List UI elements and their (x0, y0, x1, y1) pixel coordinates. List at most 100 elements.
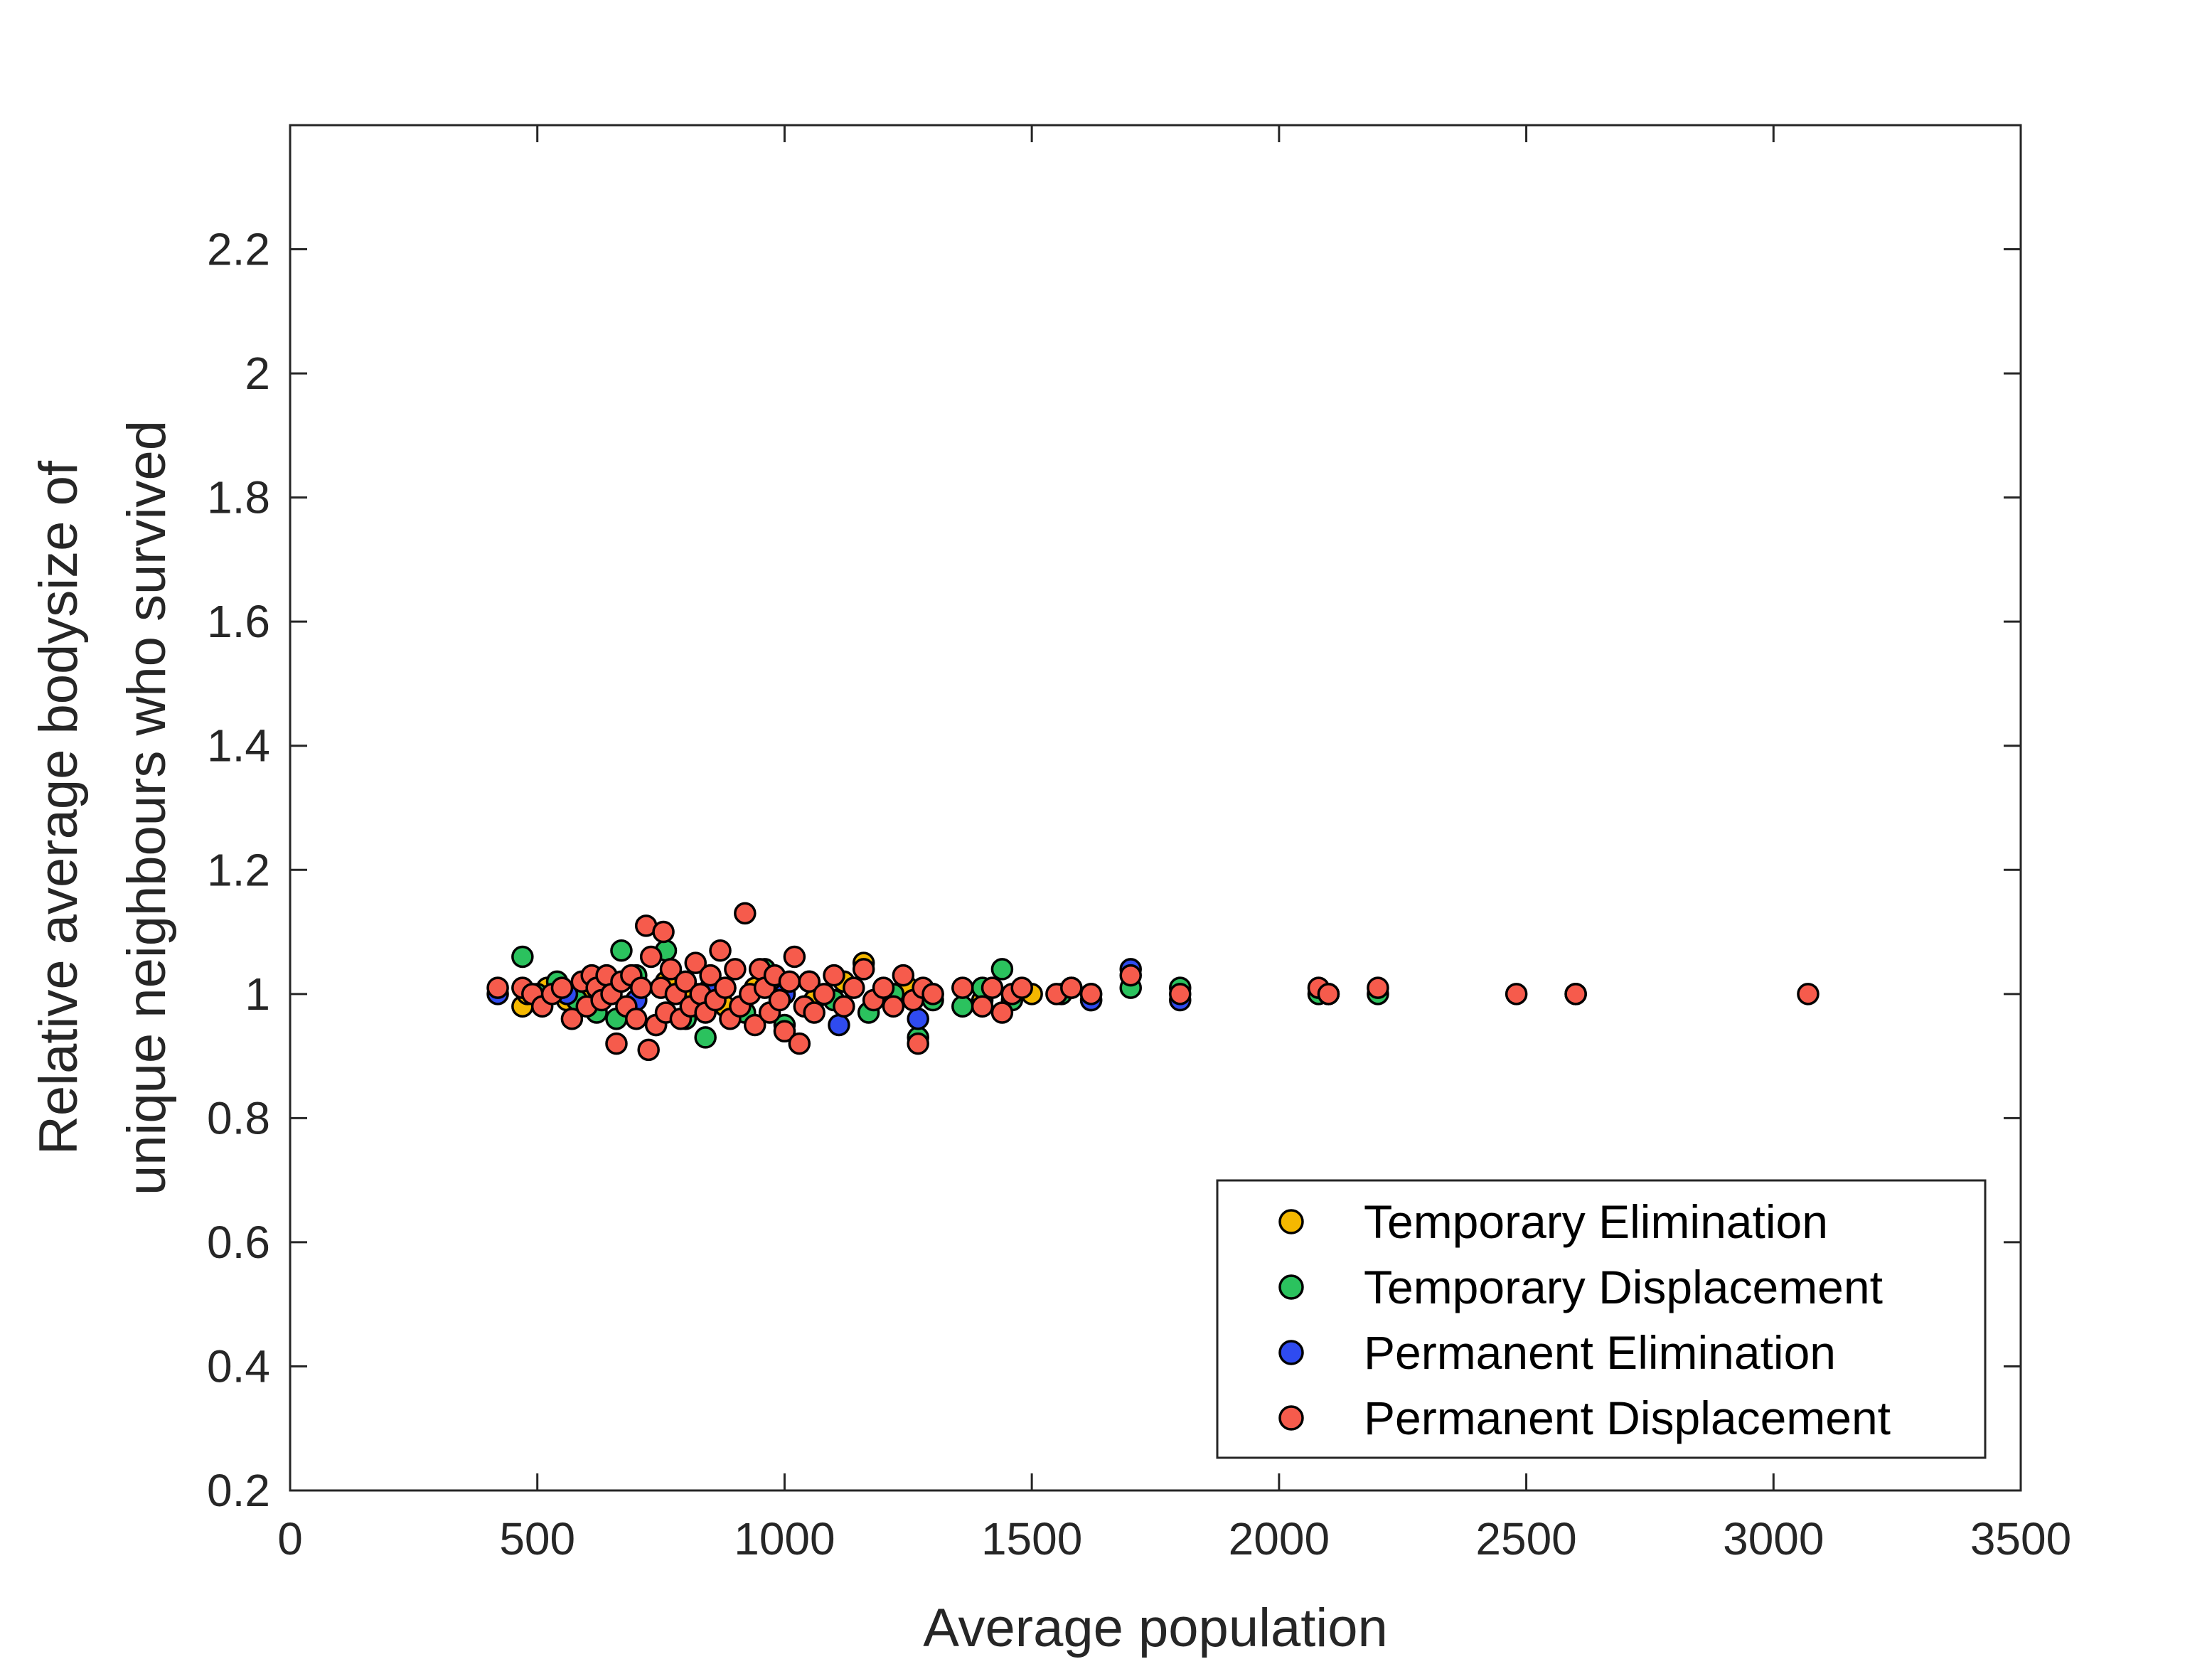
y-tick-label: 1 (245, 969, 270, 1020)
legend-item: Permanent Displacement (1278, 1392, 1891, 1444)
data-point (778, 970, 801, 993)
y-tick-label: 2 (245, 348, 270, 399)
data-point (990, 1001, 1014, 1024)
data-point (892, 964, 915, 987)
data-point (1797, 983, 1820, 1005)
data-point (652, 920, 675, 944)
data-point (773, 1020, 796, 1042)
data-point (951, 976, 974, 999)
data-point (511, 945, 534, 969)
y-axis-label-line-2: unique neighbours who survived (117, 420, 177, 1195)
x-axis-label: Average population (923, 1598, 1388, 1658)
data-point (639, 945, 663, 969)
data-point (1010, 976, 1033, 999)
y-tick-label: 0.4 (207, 1340, 270, 1392)
y-tick-label: 1.8 (207, 472, 270, 523)
x-tick-label: 0 (277, 1513, 303, 1564)
data-point (907, 1007, 929, 1030)
y-tick-label: 1.4 (207, 720, 270, 772)
x-tick-label: 1500 (981, 1513, 1082, 1564)
data-point (694, 1026, 717, 1049)
x-tick-label: 3500 (1970, 1513, 2071, 1564)
data-point (674, 970, 698, 993)
data-point (833, 995, 855, 1018)
data-point (699, 964, 722, 987)
data-point (768, 988, 791, 1012)
legend-marker (1278, 1405, 1304, 1431)
data-point (798, 970, 821, 993)
data-point (684, 951, 707, 974)
data-point (625, 1007, 648, 1030)
data-point (823, 964, 845, 987)
data-point (843, 976, 865, 999)
data-point (981, 976, 1004, 999)
data-point (550, 976, 574, 999)
y-axis-label-line-1: Relative average bodysize of (28, 460, 89, 1155)
legend-marker (1278, 1209, 1304, 1234)
legend-box (1216, 1179, 1987, 1459)
data-point (1169, 983, 1192, 1005)
legend-marker (1278, 1274, 1304, 1300)
data-point (1367, 976, 1389, 999)
data-point (788, 1032, 811, 1055)
data-point (813, 983, 835, 1005)
data-point (828, 1013, 850, 1037)
data-point (610, 939, 633, 962)
data-point (951, 995, 974, 1018)
x-tick-label: 3000 (1723, 1513, 1824, 1564)
data-point (637, 1038, 660, 1062)
data-point (714, 976, 737, 999)
x-tick-label: 2000 (1229, 1513, 1330, 1564)
y-tick-label: 0.6 (207, 1217, 270, 1268)
legend-item: Temporary Displacement (1278, 1261, 1883, 1313)
data-point (724, 958, 747, 981)
data-point (560, 1007, 584, 1030)
data-point (1119, 964, 1142, 987)
data-point (882, 995, 905, 1018)
data-point (709, 939, 732, 962)
data-point (1564, 983, 1587, 1005)
x-tick-label: 2500 (1475, 1513, 1576, 1564)
plot-frame (289, 124, 2022, 1492)
y-tick-label: 1.6 (207, 596, 270, 647)
data-point (783, 945, 806, 969)
x-tick-label: 1000 (734, 1513, 835, 1564)
data-point (1079, 983, 1103, 1005)
legend-label: Temporary Elimination (1364, 1195, 1828, 1248)
y-tick-label: 2.2 (207, 224, 270, 275)
data-point (921, 983, 944, 1005)
data-point (734, 902, 757, 925)
legend-label: Temporary Displacement (1364, 1261, 1883, 1313)
data-point (1505, 983, 1528, 1005)
y-tick-label: 1.2 (207, 844, 270, 895)
data-point (852, 958, 875, 981)
ticks-layer (289, 125, 2022, 1492)
data-point (803, 1001, 826, 1024)
series-permanent-displacement (486, 902, 1820, 1062)
legend-label: Permanent Displacement (1364, 1392, 1891, 1444)
data-point (872, 976, 895, 999)
data-point (743, 1013, 766, 1037)
data-point (605, 1032, 628, 1055)
points-layer (486, 902, 1820, 1062)
tick-labels-layer: 0 500 1000 1500 2000 2500 3000 3500 0.2 0.4 0.6 0.8… (207, 224, 2071, 1564)
y-axis-label: Relative average bodysize of unique neig… (28, 420, 177, 1195)
data-point (907, 1032, 929, 1055)
data-point (1317, 983, 1340, 1005)
legend-item: Permanent Elimination (1278, 1326, 1836, 1379)
y-tick-label: 0.8 (207, 1092, 270, 1143)
legend-marker (1278, 1340, 1304, 1365)
data-point (486, 976, 509, 999)
data-point (630, 976, 653, 999)
legend: Temporary Elimination Temporary Displacem… (1216, 1179, 1987, 1459)
legend-item: Temporary Elimination (1278, 1195, 1828, 1248)
data-point (659, 958, 683, 981)
data-point (971, 995, 994, 1018)
data-point (990, 958, 1014, 981)
x-tick-label: 500 (499, 1513, 575, 1564)
data-point (1060, 976, 1083, 999)
legend-label: Permanent Elimination (1364, 1326, 1836, 1379)
y-tick-label: 0.2 (207, 1465, 270, 1516)
